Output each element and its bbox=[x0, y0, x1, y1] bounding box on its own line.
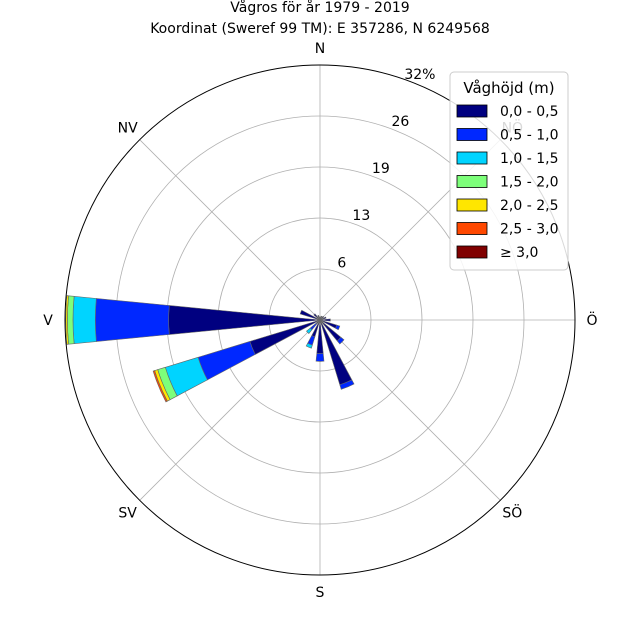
outer-circle bbox=[64, 64, 576, 576]
legend-title: Våghöjd (m) bbox=[463, 79, 554, 97]
wind-bar-segment bbox=[319, 319, 353, 386]
legend-swatch bbox=[456, 151, 488, 165]
polar-grid bbox=[65, 65, 575, 575]
polar-frame bbox=[64, 64, 576, 576]
legend-entries: 0,0 - 0,5 0,5 - 1,0 1,0 - 1,5 1,5 - 2,0 2,0 … bbox=[456, 104, 558, 261]
legend-label: 0,5 - 1,0 bbox=[500, 128, 558, 144]
direction-label: Ö bbox=[586, 311, 597, 329]
wind-rose-bars bbox=[65, 295, 355, 403]
wind-bar-segment bbox=[319, 318, 331, 322]
wind-bar-segment bbox=[339, 379, 355, 390]
legend: Våghöjd (m) 0,0 - 0,5 0,5 - 1,0 1,0 - 1,5 1… bbox=[449, 71, 569, 271]
legend-label: 2,5 - 3,0 bbox=[500, 222, 558, 238]
wind-bar-segment bbox=[305, 342, 313, 349]
wind-bar-segment bbox=[313, 313, 321, 321]
legend-swatch bbox=[456, 128, 488, 141]
legend-label: 0,0 - 0,5 bbox=[500, 104, 558, 120]
wind-bar-segment bbox=[315, 352, 325, 362]
wind-bar-segment bbox=[319, 316, 321, 321]
legend-swatch bbox=[456, 245, 488, 259]
legend-swatch bbox=[456, 198, 488, 212]
wind-bar-segment bbox=[197, 341, 256, 381]
legend-label: 1,5 - 2,0 bbox=[500, 175, 558, 191]
wind-bar-segment bbox=[67, 295, 75, 345]
direction-label: SV bbox=[118, 505, 137, 521]
chart-subtitle: Koordinat (Sweref 99 TM): E 357286, N 62… bbox=[150, 21, 490, 37]
direction-label: SÖ bbox=[502, 503, 522, 521]
wind-bar-segment bbox=[94, 298, 170, 342]
wind-bar-segment bbox=[72, 295, 97, 345]
legend-label: 2,0 - 2,5 bbox=[500, 198, 558, 214]
radial-tick-label: 13 bbox=[352, 208, 370, 224]
radial-tick-label: 19 bbox=[372, 161, 390, 177]
wind-bar-segment bbox=[65, 295, 69, 345]
wind-bar-segment bbox=[306, 327, 313, 334]
wind-bar-segment bbox=[336, 336, 345, 345]
direction-label: V bbox=[43, 313, 53, 329]
legend-swatch bbox=[456, 175, 488, 188]
legend-swatch bbox=[456, 222, 488, 235]
wind-bar-segment bbox=[319, 315, 325, 321]
legend-swatch bbox=[456, 104, 488, 118]
direction-label: N bbox=[315, 41, 325, 57]
direction-label: NV bbox=[118, 121, 138, 137]
wind-bar-segment bbox=[319, 316, 327, 321]
wind-bar-segment bbox=[317, 315, 321, 321]
grid-spoke bbox=[139, 319, 321, 501]
legend-box bbox=[449, 71, 569, 271]
legend-label: ≥ 3,0 bbox=[500, 245, 538, 261]
wind-bar-segment bbox=[335, 324, 341, 331]
grid-spoke bbox=[319, 319, 501, 501]
direction-label: S bbox=[316, 585, 325, 601]
radial-tick-labels: 6 13 19 26 32% bbox=[337, 67, 435, 271]
radial-tick-label: 6 bbox=[337, 255, 346, 271]
chart-title: Vågros för år 1979 - 2019 bbox=[230, 0, 409, 16]
wind-bar-segment bbox=[152, 370, 168, 403]
radial-tick-label: 26 bbox=[391, 114, 409, 130]
radial-tick-label: 32% bbox=[404, 67, 435, 83]
wind-bar-segment bbox=[299, 309, 321, 321]
grid-spoke bbox=[139, 139, 321, 321]
legend-label: 1,0 - 1,5 bbox=[500, 151, 558, 167]
